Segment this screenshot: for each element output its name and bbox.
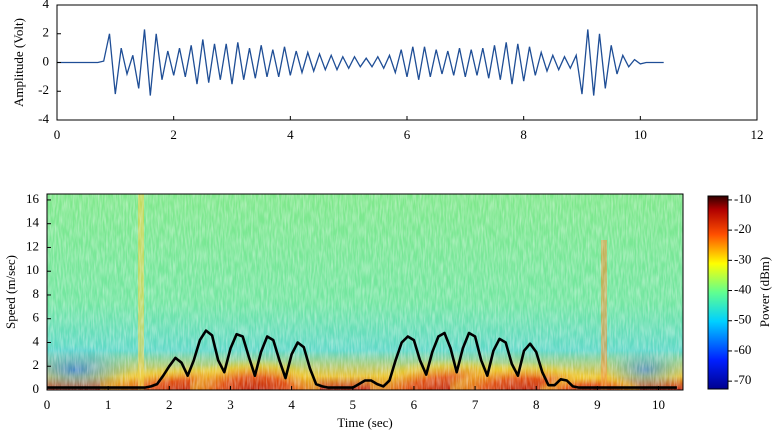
y-tick-label: 0 <box>43 53 50 68</box>
x-tick-label: 5 <box>350 397 357 412</box>
x-tick-label: 12 <box>751 127 764 142</box>
y-tick-label: 4 <box>33 333 40 348</box>
x-tick-label: 2 <box>170 127 177 142</box>
x-tick-label: 2 <box>166 397 173 412</box>
colorbar-tick-label: -50 <box>734 312 751 327</box>
x-tick-label: 4 <box>287 127 294 142</box>
y-tick-label: 4 <box>43 0 50 11</box>
x-tick-label: 7 <box>472 397 479 412</box>
x-tick-label: 4 <box>288 397 295 412</box>
x-tick-label: 8 <box>533 397 540 412</box>
y-tick-label: -2 <box>38 82 49 97</box>
colorbar-tick-label: -40 <box>734 282 751 297</box>
x-tick-label: 6 <box>411 397 418 412</box>
x-axis-label: Time (sec) <box>337 415 393 430</box>
y-tick-label: 8 <box>33 286 40 301</box>
speed-curve <box>47 329 677 389</box>
y-axis-label: Speed (m/sec) <box>3 255 18 329</box>
x-tick-label: 10 <box>634 127 647 142</box>
x-tick-label: 0 <box>44 397 51 412</box>
colorbar-tick-label: -30 <box>734 251 751 266</box>
x-tick-label: 8 <box>520 127 527 142</box>
plot-frame <box>46 193 684 391</box>
spectrogram-image <box>47 194 683 390</box>
y-tick-label: 10 <box>26 262 39 277</box>
y-tick-label: 2 <box>33 357 40 372</box>
y-tick-label: 0 <box>33 381 40 396</box>
y-tick-label: 16 <box>26 191 40 206</box>
x-tick-label: 0 <box>54 127 61 142</box>
colorbar-tick-label: -10 <box>734 191 751 206</box>
x-tick-label: 9 <box>594 397 601 412</box>
y-axis-label: Amplitude (Volt) <box>11 18 26 107</box>
colorbar <box>707 195 729 390</box>
colorbar-tick-label: -20 <box>734 221 751 236</box>
x-tick-label: 3 <box>227 397 234 412</box>
signal-line <box>57 29 664 96</box>
y-tick-label: 12 <box>26 238 39 253</box>
x-tick-label: 1 <box>105 397 112 412</box>
colorbar-tick-label: -70 <box>734 372 751 387</box>
y-tick-label: 14 <box>26 215 40 230</box>
x-tick-label: 6 <box>404 127 411 142</box>
colorbar-label: Power (dBm) <box>757 257 772 327</box>
x-tick-label: 10 <box>652 397 665 412</box>
y-tick-label: -4 <box>38 111 49 126</box>
y-tick-label: 6 <box>33 310 40 325</box>
colorbar-tick-label: -60 <box>734 342 751 357</box>
y-tick-label: 2 <box>43 25 50 40</box>
